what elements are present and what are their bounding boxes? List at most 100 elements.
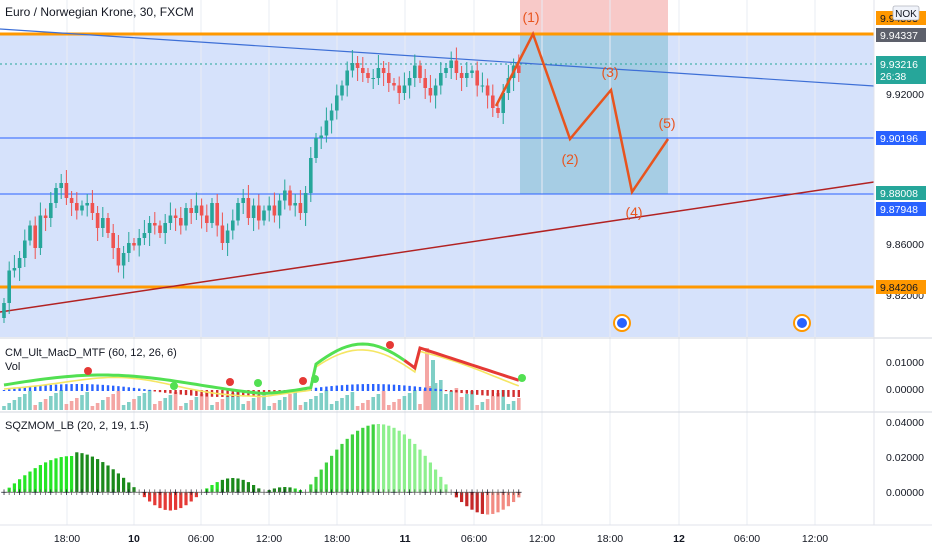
volume-bar	[158, 401, 162, 410]
macd-histogram-bar	[450, 390, 453, 392]
range-zone	[0, 34, 874, 337]
upper-trendline[interactable]	[0, 28, 875, 87]
macd-histogram-bar	[366, 384, 370, 391]
volume-bar	[75, 398, 79, 410]
sqz-dot: +	[453, 488, 461, 498]
sqz-dot: +	[479, 488, 487, 498]
symbol-title[interactable]: Euro / Norwegian Krone, 30, FXCM	[5, 5, 194, 19]
sqz-dot: +	[427, 488, 435, 498]
price-axis[interactable]: 9.92000 9.86000 9.82000 9.94593 NOK 9.94…	[876, 5, 926, 499]
sqz-dot: +	[432, 488, 440, 498]
volume-bar	[329, 404, 334, 410]
sqz-bar	[288, 487, 292, 493]
macd-histogram-bar	[434, 388, 437, 391]
sqz-bar	[241, 479, 245, 493]
volume-bar	[168, 395, 173, 410]
macd-cross-dot	[254, 379, 262, 387]
sqz-dot: +	[260, 488, 268, 498]
macd-histogram-bar	[184, 390, 188, 396]
candle	[158, 220, 162, 238]
currency-badge-box[interactable]	[892, 5, 920, 21]
sqz-bar	[267, 490, 271, 493]
sqz-bar	[44, 462, 48, 493]
macd-histogram-bar	[486, 390, 489, 396]
volume-bar	[439, 380, 443, 410]
sqz-bar	[75, 452, 79, 493]
volume-bar	[12, 400, 17, 410]
price-label-support: 9.84206	[880, 282, 918, 294]
candle	[381, 61, 386, 86]
candle	[345, 61, 349, 97]
macd-histogram-bar	[190, 390, 193, 396]
time-tick: 12:00	[256, 533, 282, 545]
volume-bar	[64, 404, 69, 410]
volume-bar	[293, 391, 297, 410]
sqz-dot: +	[156, 488, 164, 498]
candle	[241, 189, 245, 214]
sqz-dot: +	[37, 488, 45, 498]
sqz-dot: +	[120, 488, 128, 498]
candle	[423, 69, 427, 99]
candle	[319, 126, 323, 149]
wave-labels: (1) (2) (3) (4) (5)	[522, 9, 675, 220]
sqz-bar	[345, 438, 349, 493]
sqz-bar	[127, 482, 131, 493]
currency-badge[interactable]: NOK	[895, 9, 917, 20]
sqz-bar	[366, 425, 370, 493]
volume-title[interactable]: Vol	[5, 361, 20, 373]
candle	[293, 194, 297, 217]
sqz-title[interactable]: SQZMOM_LB (20, 2, 19, 1.5)	[5, 420, 149, 432]
volume-bar	[501, 390, 505, 410]
volume-bar	[319, 393, 323, 410]
volume-bar	[309, 399, 313, 410]
lower-trendline[interactable]	[0, 181, 875, 313]
sqz-dot: +	[151, 488, 159, 498]
sqz-dot: +	[297, 488, 305, 498]
macd-histogram-bar	[444, 390, 448, 392]
event-icon[interactable]	[793, 314, 811, 332]
candle	[350, 50, 355, 78]
sqz-dot: +	[187, 488, 195, 498]
candle	[413, 54, 417, 87]
event-icon[interactable]	[613, 314, 631, 332]
sqz-dot: +	[161, 488, 169, 498]
candle	[23, 229, 27, 267]
sqz-dot: +	[343, 488, 351, 498]
sqz-dot: +	[146, 488, 154, 498]
time-tick: 18:00	[597, 533, 623, 545]
sqz-dot: +	[172, 488, 180, 498]
macd-title[interactable]: CM_Ult_MacD_MTF (60, 12, 26, 6)	[5, 347, 177, 359]
volume-bar	[127, 402, 131, 410]
sqz-dot: +	[286, 488, 294, 498]
time-axis[interactable]: 18:00 10 06:00 12:00 18:00 11 06:00 12:0…	[54, 533, 828, 545]
sqz-tick: 0.00000	[886, 487, 924, 499]
volume-bar	[215, 402, 219, 410]
candle	[267, 196, 271, 222]
sqz-bar	[413, 443, 417, 493]
time-tick: 06:00	[188, 533, 214, 545]
elliott-wave-path[interactable]	[494, 30, 670, 196]
volume-bar	[69, 401, 74, 410]
volume-bar	[387, 405, 391, 410]
macd-histogram-bar	[158, 390, 162, 393]
sqz-bar	[54, 458, 58, 493]
candle	[64, 170, 69, 205]
sqz-bar	[215, 482, 219, 493]
sqz-dot: +	[255, 488, 263, 498]
sqz-bar	[85, 454, 89, 493]
candle	[43, 208, 48, 231]
candle	[54, 183, 58, 208]
sqz-dot: +	[281, 488, 289, 498]
macd-histogram-bar	[23, 387, 26, 391]
sqz-dot: +	[31, 488, 39, 498]
sqz-dot: +	[276, 488, 284, 498]
volume-bar	[491, 396, 495, 410]
sqz-dot: +	[234, 488, 242, 498]
sqz-dot: +	[177, 488, 185, 498]
sqz-dot: +	[328, 488, 336, 498]
sqz-bar	[205, 488, 209, 493]
macd-histogram-bar	[372, 384, 375, 391]
sqz-dot: +	[338, 488, 346, 498]
candle	[407, 71, 412, 99]
